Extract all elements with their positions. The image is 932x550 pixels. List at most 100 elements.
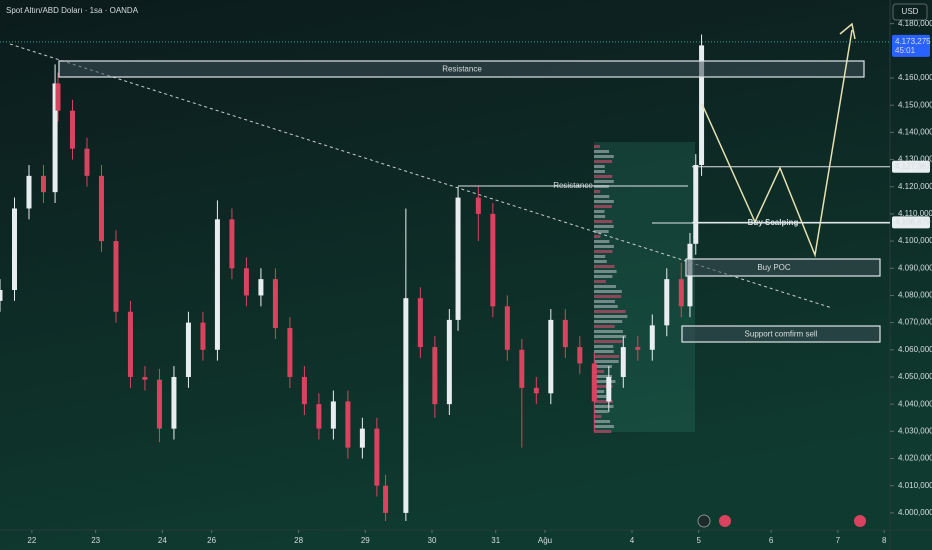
y-tick-label: 4.030,000 — [898, 426, 932, 435]
candle-body — [475, 197, 481, 214]
candle-body — [678, 279, 684, 307]
currency-button[interactable] — [892, 3, 928, 21]
volume-profile-bar — [594, 350, 614, 353]
volume-profile-bar — [594, 405, 614, 408]
y-tick-label: 4.130,000 — [898, 155, 932, 164]
y-tick-label: 4.040,000 — [898, 399, 932, 408]
volume-profile-bar — [594, 205, 612, 208]
candle-body — [287, 328, 293, 377]
volume-profile-bar — [594, 335, 627, 338]
candle-body — [606, 376, 612, 402]
volume-profile-bar — [594, 210, 605, 213]
y-tick-label: 4.150,000 — [898, 100, 932, 109]
y-tick-label: 4.080,000 — [898, 291, 932, 300]
volume-profile-bar — [594, 175, 613, 178]
x-tick-label: 29 — [361, 536, 370, 545]
volume-profile-bar — [594, 355, 620, 358]
header-title: Spot Altın/ABD Doları · 1sa · OANDA — [6, 6, 139, 15]
candle-body — [446, 319, 452, 405]
volume-profile-bar — [594, 190, 601, 193]
annotation-label: Resistance — [553, 181, 593, 190]
volume-profile-bar — [594, 340, 623, 343]
volume-profile-bar — [594, 240, 610, 243]
candle-body — [113, 241, 119, 312]
volume-profile-bar — [594, 295, 622, 298]
annotation-label: Resistance — [442, 65, 482, 74]
candle-body — [664, 279, 670, 326]
x-tick-label: 5 — [696, 536, 701, 545]
candle-body — [403, 298, 409, 513]
volume-profile-bar — [594, 245, 614, 248]
candle-body — [142, 376, 148, 380]
candle-body — [69, 110, 75, 149]
last-price-label: 4.173,275 — [895, 37, 931, 46]
candle-body — [40, 175, 46, 193]
candle-body — [55, 83, 61, 111]
volume-profile-bar — [594, 280, 606, 283]
price-level-label: 4.127,367 — [895, 162, 931, 171]
candle-body — [200, 322, 206, 350]
volume-profile-bar — [594, 395, 606, 398]
event-icon[interactable] — [854, 515, 866, 527]
volume-profile-bar — [594, 200, 614, 203]
volume-profile-bar — [594, 315, 628, 318]
volume-profile — [594, 145, 628, 433]
volume-profile-bar — [594, 255, 606, 258]
candle-body — [0, 290, 3, 301]
candle-body — [693, 164, 699, 244]
candle-body — [243, 268, 249, 296]
volume-profile-bar — [594, 400, 613, 403]
event-icon[interactable] — [697, 514, 711, 528]
candle-body — [214, 219, 220, 350]
candle-body — [84, 148, 90, 176]
annotation-box — [58, 60, 865, 78]
candle-body — [432, 347, 438, 405]
event-icon[interactable] — [719, 515, 731, 527]
countdown-label: 45:01 — [895, 46, 916, 55]
candle-body — [345, 401, 351, 448]
volume-profile-bar — [594, 420, 611, 423]
candle-body — [519, 349, 525, 388]
candle-body — [301, 376, 307, 405]
volume-profile-bar — [594, 195, 610, 198]
volume-profile-bar — [594, 285, 617, 288]
volume-profile-bar — [594, 390, 605, 393]
y-tick-label: 4.060,000 — [898, 345, 932, 354]
x-tick-label: 31 — [491, 536, 500, 545]
y-tick-label: 4.140,000 — [898, 127, 932, 136]
volume-profile-bar — [594, 310, 626, 313]
y-tick-label: 4.100,000 — [898, 236, 932, 245]
volume-profile-bar — [594, 375, 613, 378]
y-tick-label: 4.070,000 — [898, 318, 932, 327]
y-tick-label: 4.050,000 — [898, 372, 932, 381]
volume-profile-bar — [594, 325, 615, 328]
volume-profile-bar — [594, 220, 613, 223]
projection-path — [701, 29, 853, 258]
volume-profile-bar — [594, 275, 613, 278]
currency-label[interactable]: USD — [902, 7, 919, 16]
volume-profile-bar — [594, 260, 607, 263]
price-level-label: 4.106,879 — [895, 217, 931, 226]
volume-profile-bar — [594, 165, 605, 168]
volume-profile-bar — [594, 320, 623, 323]
volume-profile-bar — [594, 380, 616, 383]
x-tick-label: 22 — [27, 536, 36, 545]
volume-profile-bar — [594, 150, 610, 153]
y-tick-label: 4.110,000 — [898, 209, 932, 218]
candle-body — [504, 306, 510, 350]
volume-profile-bar — [594, 180, 614, 183]
y-tick-label: 4.160,000 — [898, 73, 932, 82]
candle-body — [185, 322, 191, 377]
volume-profile-bar — [594, 365, 613, 368]
candle-body — [26, 175, 32, 209]
y-tick-label: 4.000,000 — [898, 508, 932, 517]
candle-body — [11, 208, 17, 291]
x-tick-label: 7 — [836, 536, 841, 545]
volume-profile-bar — [594, 330, 623, 333]
volume-profile-bar — [594, 250, 613, 253]
volume-profile-bar — [594, 170, 605, 173]
candle-body — [171, 376, 177, 429]
candle-body — [635, 347, 641, 350]
price-level-tag — [892, 160, 930, 173]
